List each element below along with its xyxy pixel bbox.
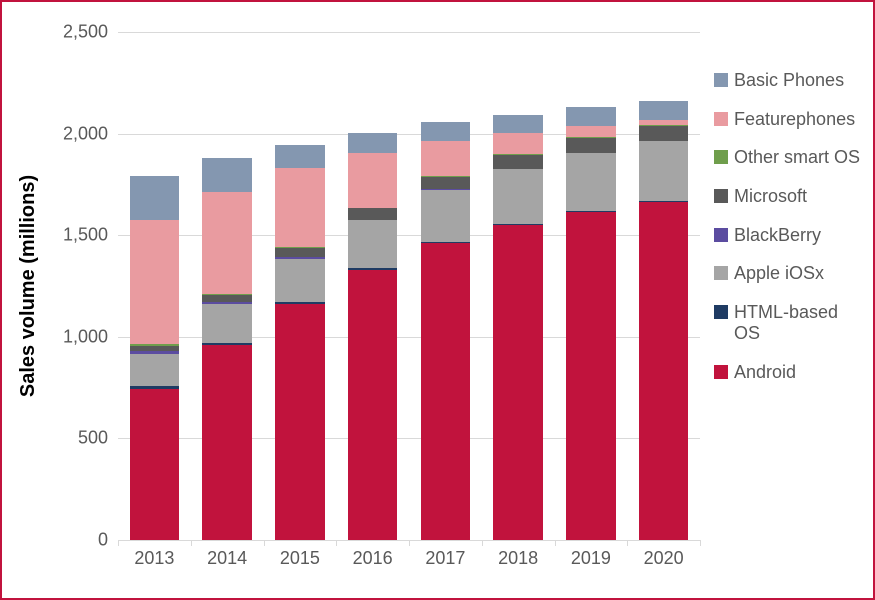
bar-segment — [566, 212, 615, 540]
legend-label: Basic Phones — [734, 70, 844, 91]
bar-group — [202, 158, 251, 540]
legend-item: Apple iOSx — [714, 263, 864, 284]
bar-segment — [130, 354, 179, 385]
x-tick-mark — [482, 540, 483, 546]
y-tick-label: 1,000 — [63, 326, 118, 347]
bar-segment — [493, 133, 542, 154]
bar-segment — [566, 107, 615, 126]
legend-label: Apple iOSx — [734, 263, 824, 284]
bar-segment — [130, 389, 179, 540]
plot-area: 05001,0001,5002,0002,5002013201420152016… — [118, 32, 700, 540]
bar-segment — [202, 192, 251, 294]
legend-label: Microsoft — [734, 186, 807, 207]
bar-segment — [202, 304, 251, 343]
bar-segment — [566, 126, 615, 137]
bar-segment — [275, 168, 324, 247]
bar-segment — [421, 243, 470, 540]
bar-segment — [639, 141, 688, 201]
x-tick-mark — [627, 540, 628, 546]
x-tick-mark — [118, 540, 119, 546]
bar-segment — [275, 259, 324, 303]
bar-segment — [202, 295, 251, 302]
legend-item: HTML-based OS — [714, 302, 864, 343]
legend-swatch — [714, 150, 728, 164]
bar-segment — [202, 345, 251, 540]
bar-segment — [275, 145, 324, 168]
bar-group — [421, 122, 470, 540]
y-axis-label: Sales volume (millions) — [17, 175, 40, 397]
bar-segment — [348, 220, 397, 268]
x-tick-label: 2019 — [571, 540, 611, 569]
x-tick-mark — [336, 540, 337, 546]
x-tick-label: 2018 — [498, 540, 538, 569]
bar-segment — [566, 153, 615, 211]
legend-swatch — [714, 112, 728, 126]
bar-segment — [421, 177, 470, 190]
bar-segment — [348, 270, 397, 540]
legend-swatch — [714, 189, 728, 203]
y-tick-label: 0 — [98, 530, 118, 551]
legend-label: BlackBerry — [734, 225, 821, 246]
legend-item: Android — [714, 362, 864, 383]
bar-segment — [421, 141, 470, 177]
x-tick-mark — [409, 540, 410, 546]
y-tick-label: 2,500 — [63, 22, 118, 43]
x-tick-mark — [264, 540, 265, 546]
bar-segment — [639, 101, 688, 120]
bar-segment — [130, 176, 179, 221]
x-tick-label: 2015 — [280, 540, 320, 569]
bar-segment — [348, 133, 397, 152]
x-tick-mark — [191, 540, 192, 546]
bar-segment — [566, 138, 615, 153]
x-tick-label: 2014 — [207, 540, 247, 569]
bar-segment — [275, 248, 324, 257]
x-tick-label: 2016 — [353, 540, 393, 569]
y-tick-label: 1,500 — [63, 225, 118, 246]
bar-segment — [421, 190, 470, 242]
legend-item: Other smart OS — [714, 147, 864, 168]
legend-swatch — [714, 266, 728, 280]
legend: Basic Phones Featurephones Other smart OS M… — [714, 70, 864, 400]
bar-segment — [421, 122, 470, 140]
y-tick-label: 500 — [78, 428, 118, 449]
bar-segment — [348, 153, 397, 208]
legend-item: BlackBerry — [714, 225, 864, 246]
bar-segment — [493, 115, 542, 133]
bar-segment — [202, 158, 251, 192]
legend-label: Featurephones — [734, 109, 855, 130]
bar-segment — [130, 220, 179, 344]
bar-segment — [493, 169, 542, 224]
y-tick-label: 2,000 — [63, 123, 118, 144]
bar-group — [639, 101, 688, 540]
legend-item: Featurephones — [714, 109, 864, 130]
x-tick-label: 2020 — [644, 540, 684, 569]
legend-label: HTML-based OS — [734, 302, 864, 343]
x-tick-mark — [700, 540, 701, 546]
legend-label: Other smart OS — [734, 147, 860, 168]
legend-swatch — [714, 228, 728, 242]
bar-segment — [493, 155, 542, 169]
chart-frame: 0 500 1,000 1,500 2,000 2,500 2013 2014 2015 2016… — [0, 0, 875, 600]
bar-segment — [493, 225, 542, 540]
bar-group — [348, 133, 397, 540]
legend-item: Basic Phones — [714, 70, 864, 91]
bar-group — [275, 145, 324, 540]
legend-swatch — [714, 305, 728, 319]
x-tick-label: 2017 — [425, 540, 465, 569]
bar-group — [493, 115, 542, 540]
bar-segment — [639, 202, 688, 540]
bar-segment — [275, 304, 324, 540]
bar-segment — [348, 208, 397, 219]
x-tick-label: 2013 — [134, 540, 174, 569]
legend-swatch — [714, 365, 728, 379]
bar-group — [566, 107, 615, 540]
x-tick-mark — [555, 540, 556, 546]
bar-segment — [639, 126, 688, 141]
gridline — [118, 32, 700, 33]
legend-item: Microsoft — [714, 186, 864, 207]
legend-swatch — [714, 73, 728, 87]
bar-group — [130, 176, 179, 540]
legend-label: Android — [734, 362, 796, 383]
